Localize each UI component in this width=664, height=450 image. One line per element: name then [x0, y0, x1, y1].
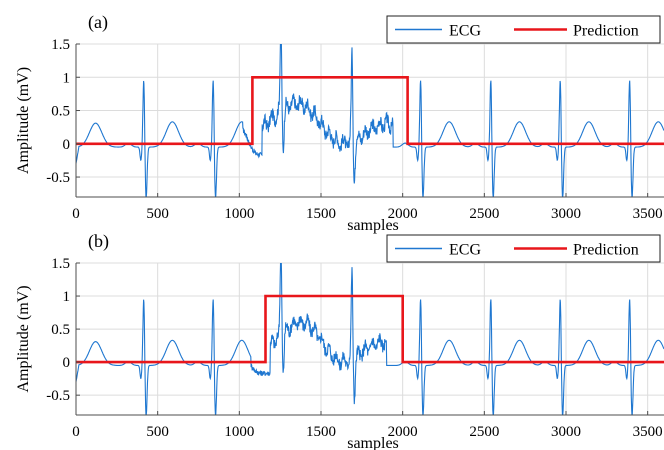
x-tick-label: 1500 [306, 424, 336, 440]
y-axis-title: Amplitude (mV) [15, 285, 32, 392]
x-tick-label: 1000 [224, 206, 254, 222]
legend-ecg-label: ECG [449, 23, 481, 40]
x-tick-label: 0 [72, 424, 80, 440]
y-tick-label: 1.5 [51, 256, 70, 272]
x-tick-label: 2500 [469, 424, 499, 440]
x-tick-label: 500 [146, 206, 169, 222]
x-tick-label: 2500 [469, 206, 499, 222]
x-tick-label: 3000 [551, 206, 581, 222]
legend-prediction-label: Prediction [573, 242, 639, 259]
x-tick-label: 1500 [306, 206, 336, 222]
x-tick-label: 3500 [633, 424, 663, 440]
prediction-series-line [76, 294, 664, 364]
legend: ECG Prediction [386, 234, 661, 263]
panel-label: (a) [88, 12, 108, 33]
x-tick-label: 3500 [633, 206, 663, 222]
x-tick-label: 2000 [388, 206, 418, 222]
ecg-series-line [76, 44, 664, 197]
x-tick-label: 0 [72, 206, 80, 222]
prediction-series-line [76, 76, 664, 146]
y-tick-label: 0.5 [51, 104, 70, 120]
x-tick-label: 500 [146, 424, 169, 440]
x-axis-title: samples [347, 435, 399, 450]
y-tick-label: 1.5 [51, 37, 70, 53]
panel-label: (b) [88, 231, 109, 252]
legend-ecg-label: ECG [449, 242, 481, 259]
y-tick-label: -0.5 [46, 170, 70, 186]
panel-b: 0 500 1000 1500 2000 2500 3000 3500 -0.5 0 0.5 1 1.5… [15, 231, 664, 450]
x-tick-label: 2000 [388, 424, 418, 440]
panel-a: 0 500 1000 1500 2000 2500 3000 3500 -0.5 0 0.5 1 1.5… [15, 12, 664, 234]
x-axis-title: samples [347, 217, 399, 234]
legend: ECG Prediction [386, 15, 661, 44]
y-tick-label: 0 [63, 355, 71, 371]
x-tick-label: 1000 [224, 424, 254, 440]
y-axis-title: Amplitude (mV) [15, 67, 32, 174]
x-tick-label: 3000 [551, 424, 581, 440]
legend-prediction-label: Prediction [573, 23, 639, 40]
ecg-series-line [76, 263, 664, 415]
y-tick-label: -0.5 [46, 388, 70, 404]
y-tick-label: 0.5 [51, 322, 70, 338]
y-tick-label: 1 [63, 289, 71, 305]
y-tick-label: 1 [63, 70, 71, 86]
y-tick-label: 0 [63, 137, 71, 153]
